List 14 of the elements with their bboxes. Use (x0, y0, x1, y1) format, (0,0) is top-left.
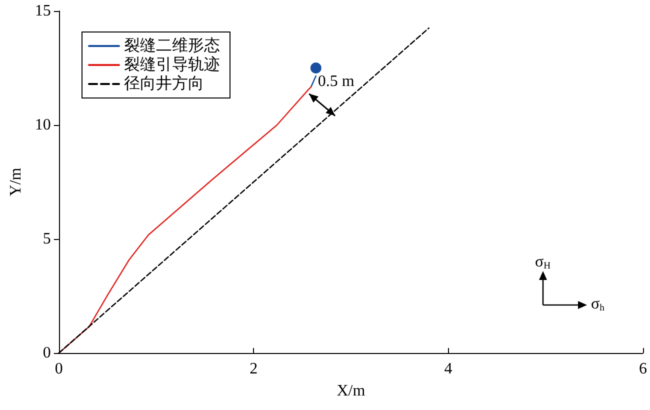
x-tick-label: 6 (639, 360, 647, 378)
legend-label: 裂缝二维形态 (124, 36, 220, 54)
x-tick-label: 4 (444, 360, 452, 378)
y-tick-label: 10 (34, 116, 51, 134)
annotation: 0.5 m (318, 73, 355, 90)
legend-label: 裂缝引导轨迹 (124, 56, 220, 74)
y-tick-label: 15 (34, 2, 51, 20)
y-axis-title: Y/m (8, 167, 24, 196)
y-tick-label: 5 (42, 230, 51, 248)
y-tick-label: 0 (42, 344, 51, 362)
x-tick-label: 0 (54, 360, 63, 378)
x-axis-title: X/m (336, 382, 366, 400)
legend-label: 径向井方向 (124, 74, 204, 92)
x-tick-label: 2 (250, 360, 258, 378)
